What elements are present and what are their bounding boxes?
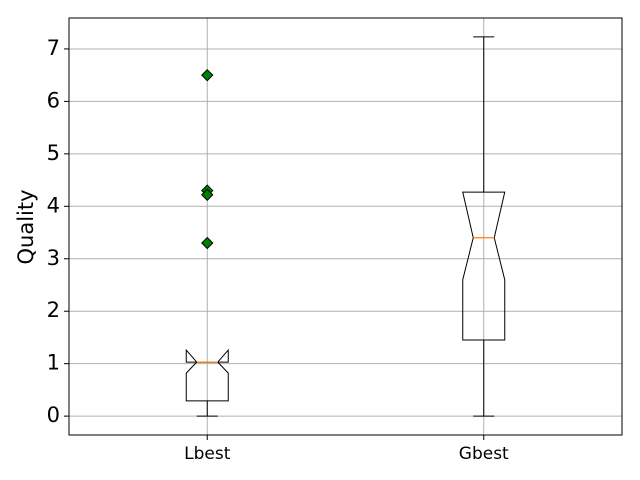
flier [201,68,214,82]
y-tick-label: 3 [47,246,60,270]
y-tick-label: 0 [47,403,60,427]
x-tick-label: Lbest [184,444,231,464]
y-tick-label: 6 [47,88,60,112]
plot-frame [68,17,623,436]
box [462,191,506,341]
flier [201,188,214,201]
y-tick-label: 2 [47,298,60,322]
box [185,348,229,402]
x-tick-label: Gbest [459,444,509,464]
y-axis-label: Quality [14,189,38,264]
y-tick-label: 4 [47,193,60,217]
y-tick-label: 5 [47,141,60,165]
y-tick-label: 7 [47,36,60,60]
y-tick-label: 1 [47,351,60,375]
flier [201,236,214,250]
